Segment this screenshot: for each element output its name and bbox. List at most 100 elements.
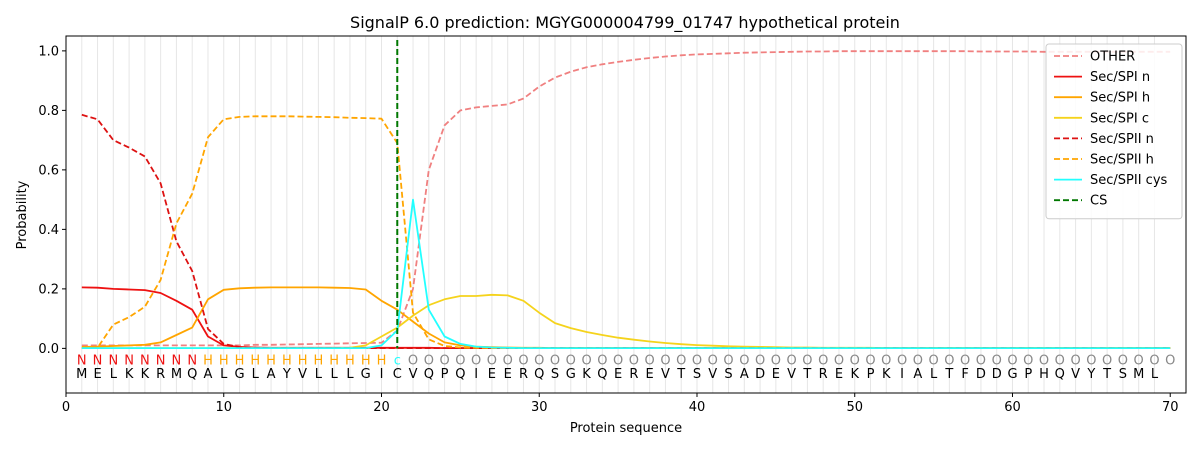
series-line-0: [81, 50, 1171, 347]
region-label: O: [471, 354, 481, 369]
region-label: H: [329, 354, 339, 369]
region-label: O: [1023, 354, 1033, 369]
region-label: O: [550, 354, 560, 369]
residue-label: R: [629, 367, 638, 382]
x-tick-label: 20: [373, 400, 390, 415]
region-label: H: [219, 354, 229, 369]
residue-label: M: [1133, 367, 1144, 382]
residue-label: P: [867, 367, 875, 382]
residue-label: Q: [455, 367, 465, 382]
residue-label: A: [740, 367, 749, 382]
region-label: O: [645, 354, 655, 369]
y-axis: 0.0 0.2 0.4 0.6 0.8 1.0: [38, 44, 66, 357]
residue-label: L: [315, 367, 323, 382]
residue-label: E: [504, 367, 512, 382]
region-label: H: [266, 354, 276, 369]
region-label: O: [944, 354, 954, 369]
region-label: O: [566, 354, 576, 369]
residue-label: L: [220, 367, 228, 382]
region-label: O: [865, 354, 875, 369]
region-label: O: [787, 354, 797, 369]
region-label: O: [676, 354, 686, 369]
region-label: H: [345, 354, 355, 369]
region-label: H: [203, 354, 213, 369]
residue-label: L: [346, 367, 354, 382]
region-label: c: [394, 354, 401, 369]
x-tick-label: 30: [531, 400, 548, 415]
region-label: O: [1165, 354, 1175, 369]
residue-label: V: [661, 367, 670, 382]
residue-label: Q: [424, 367, 434, 382]
region-label: N: [140, 354, 150, 369]
legend-label: Sec/SPI c: [1090, 111, 1149, 126]
residue-label: P: [441, 367, 449, 382]
residue-label: R: [519, 367, 528, 382]
residue-label: A: [913, 367, 922, 382]
y-axis-label: Probability: [15, 180, 30, 249]
residue-label: L: [930, 367, 938, 382]
region-label: O: [992, 354, 1002, 369]
x-tick-label: 10: [215, 400, 232, 415]
region-label: O: [834, 354, 844, 369]
y-tick-label: 1.0: [38, 44, 59, 59]
region-label: O: [881, 354, 891, 369]
residue-label: I: [474, 367, 478, 382]
legend-label: OTHER: [1090, 50, 1135, 65]
residue-label: E: [93, 367, 101, 382]
series-line-6: [81, 198, 1171, 350]
region-label: O: [755, 354, 765, 369]
region-label: N: [172, 354, 182, 369]
region-label: N: [156, 354, 166, 369]
region-label: O: [802, 354, 812, 369]
region-label: N: [93, 354, 103, 369]
residue-label: S: [551, 367, 559, 382]
region-label: O: [723, 354, 733, 369]
legend-label: Sec/SPII cys: [1090, 173, 1168, 188]
residue-label: V: [787, 367, 796, 382]
y-tick-label: 0.0: [38, 342, 59, 357]
residue-label: S: [1119, 367, 1127, 382]
residue-label: G: [234, 367, 244, 382]
residue-label: L: [110, 367, 118, 382]
residue-label: E: [646, 367, 654, 382]
y-tick-label: 0.6: [38, 163, 59, 178]
region-label: O: [1007, 354, 1017, 369]
region-label: H: [250, 354, 260, 369]
residue-label: E: [835, 367, 843, 382]
residue-label: V: [1071, 367, 1080, 382]
residue-label: T: [676, 367, 685, 382]
legend: OTHER Sec/SPI n Sec/SPI h Sec/SPI c Sec/SPII…: [1045, 43, 1183, 220]
region-label: O: [487, 354, 497, 369]
region-label: H: [235, 354, 245, 369]
region-label: O: [597, 354, 607, 369]
region-label: O: [424, 354, 434, 369]
residue-label: V: [298, 367, 307, 382]
residue-label: K: [850, 367, 859, 382]
region-label: O: [692, 354, 702, 369]
region-label: O: [629, 354, 639, 369]
residue-label: Y: [1086, 367, 1095, 382]
region-label: O: [1070, 354, 1080, 369]
x-tick-label: 50: [846, 400, 863, 415]
residue-label: Q: [534, 367, 544, 382]
residue-label: R: [156, 367, 165, 382]
residue-label: Q: [1055, 367, 1065, 382]
region-label: N: [108, 354, 118, 369]
residue-label: R: [819, 367, 828, 382]
residue-label: T: [802, 367, 811, 382]
region-label: O: [913, 354, 923, 369]
legend-label: Sec/SPI h: [1090, 91, 1150, 106]
residue-label: K: [125, 367, 134, 382]
residue-label: D: [755, 367, 765, 382]
region-label: H: [314, 354, 324, 369]
residue-label: K: [582, 367, 591, 382]
legend-label: CS: [1090, 194, 1107, 209]
residue-label: M: [171, 367, 182, 382]
residue-label: V: [409, 367, 418, 382]
series-layer: [81, 40, 1171, 350]
residue-label: I: [900, 367, 904, 382]
region-label: O: [739, 354, 749, 369]
